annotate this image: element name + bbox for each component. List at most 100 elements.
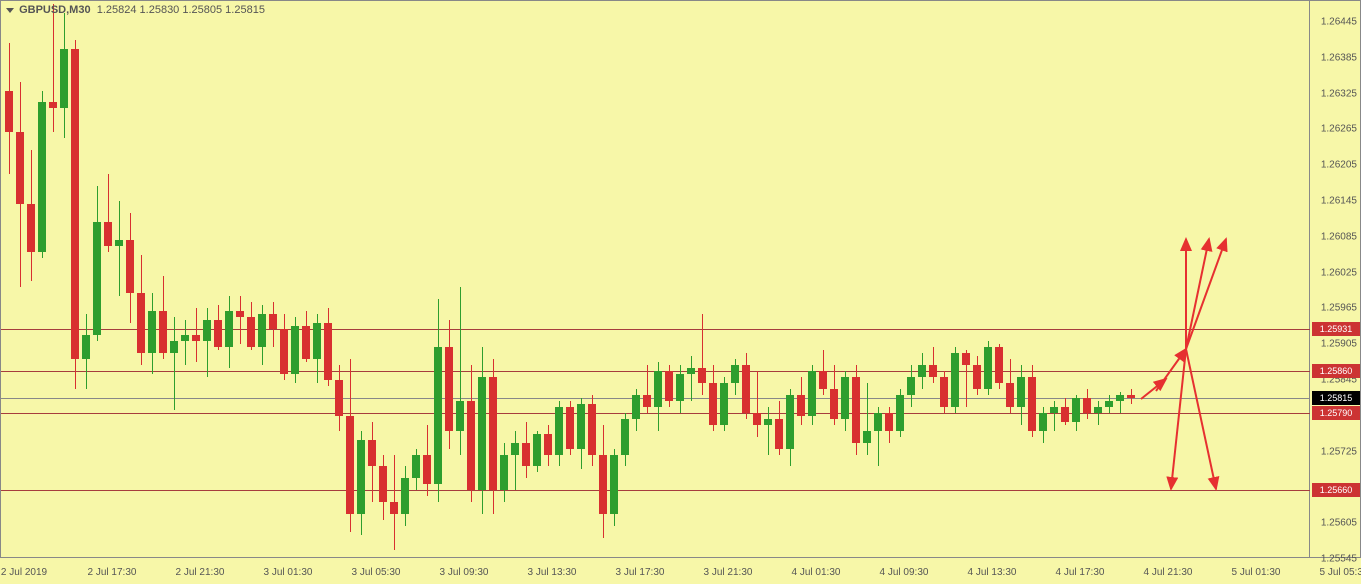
candle-body	[1050, 407, 1058, 413]
candle-body	[104, 222, 112, 246]
price-label: 1.25660	[1312, 483, 1360, 497]
candle-body	[676, 374, 684, 401]
candle-body	[588, 404, 596, 455]
horizontal-line	[1, 413, 1311, 414]
candle-wick	[185, 320, 186, 365]
candle-wick	[53, 4, 54, 132]
candlestick-plot[interactable]	[0, 0, 1310, 558]
candle-wick	[240, 296, 241, 344]
time-tick: 4 Jul 17:30	[1056, 567, 1105, 578]
chart-title: GBPUSD,M30 1.25824 1.25830 1.25805 1.258…	[6, 4, 265, 16]
price-tick: 1.26445	[1321, 16, 1357, 27]
candle-body	[236, 311, 244, 317]
candle-body	[940, 377, 948, 407]
candle-body	[1094, 407, 1102, 413]
candle-body	[38, 102, 46, 251]
candle-body	[1105, 401, 1113, 407]
time-tick: 5 Jul 01:30	[1232, 567, 1281, 578]
candle-wick	[768, 407, 769, 455]
candle-body	[93, 222, 101, 335]
candle-wick	[757, 371, 758, 437]
candle-body	[203, 320, 211, 341]
candle-body	[841, 377, 849, 419]
time-tick: 4 Jul 21:30	[1144, 567, 1193, 578]
price-tick: 1.25545	[1321, 554, 1357, 565]
candle-body	[16, 132, 24, 204]
time-tick: 4 Jul 13:30	[968, 567, 1017, 578]
candle-body	[544, 434, 552, 455]
candle-body	[313, 323, 321, 359]
candle-body	[423, 455, 431, 485]
candle-body	[643, 395, 651, 407]
time-tick: 3 Jul 21:30	[704, 567, 753, 578]
candle-body	[995, 347, 1003, 383]
candle-body	[533, 434, 541, 467]
candle-body	[159, 311, 167, 353]
annotation-arrows	[1, 1, 1311, 559]
candle-body	[291, 326, 299, 374]
candle-body	[962, 353, 970, 365]
candle-body	[60, 49, 68, 109]
price-tick: 1.26085	[1321, 231, 1357, 242]
candle-body	[984, 347, 992, 389]
candle-body	[511, 443, 519, 455]
price-tick: 1.26025	[1321, 267, 1357, 278]
candle-body	[775, 419, 783, 449]
candle-body	[434, 347, 442, 484]
time-tick: 5 Jul 05:30	[1320, 567, 1361, 578]
candle-wick	[207, 308, 208, 377]
candle-body	[852, 377, 860, 443]
candle-body	[709, 383, 717, 425]
dropdown-icon[interactable]	[6, 8, 14, 13]
candle-body	[555, 407, 563, 455]
price-axis: 1.255451.256051.257251.258151.258451.259…	[1310, 0, 1361, 558]
candle-body	[379, 466, 387, 502]
candle-body	[27, 204, 35, 252]
time-tick: 2 Jul 17:30	[88, 567, 137, 578]
time-tick: 3 Jul 01:30	[264, 567, 313, 578]
candle-body	[610, 455, 618, 515]
candle-body	[632, 395, 640, 419]
candle-body	[830, 389, 838, 419]
candle-body	[918, 365, 926, 377]
candle-body	[324, 323, 332, 380]
candle-body	[170, 341, 178, 353]
candle-body	[346, 416, 354, 514]
candle-body	[973, 365, 981, 389]
candle-body	[456, 401, 464, 431]
candle-body	[929, 365, 937, 377]
candle-body	[214, 320, 222, 347]
price-tick: 1.25905	[1321, 339, 1357, 350]
candle-body	[5, 91, 13, 133]
candle-body	[269, 314, 277, 329]
horizontal-line	[1, 490, 1311, 491]
price-label: 1.25860	[1312, 364, 1360, 378]
candle-body	[126, 240, 134, 294]
candle-body	[907, 377, 915, 395]
candle-wick	[691, 356, 692, 401]
time-axis: 2 Jul 20192 Jul 17:302 Jul 21:303 Jul 01…	[0, 558, 1310, 584]
time-tick: 2 Jul 2019	[1, 567, 47, 578]
price-tick: 1.26145	[1321, 195, 1357, 206]
candle-body	[885, 413, 893, 431]
price-tick: 1.26205	[1321, 160, 1357, 171]
candle-body	[335, 380, 343, 416]
candle-body	[1116, 395, 1124, 401]
candle-body	[731, 365, 739, 383]
candle-body	[698, 368, 706, 383]
candle-wick	[1098, 401, 1099, 425]
time-tick: 4 Jul 09:30	[880, 567, 929, 578]
candle-body	[225, 311, 233, 347]
price-tick: 1.26265	[1321, 124, 1357, 135]
candle-wick	[119, 201, 120, 296]
candle-wick	[174, 317, 175, 410]
candle-body	[665, 371, 673, 401]
time-tick: 3 Jul 09:30	[440, 567, 489, 578]
price-tick: 1.25965	[1321, 303, 1357, 314]
price-label: 1.25790	[1312, 406, 1360, 420]
candle-wick	[1054, 401, 1055, 431]
candle-body	[192, 335, 200, 341]
candle-body	[819, 371, 827, 389]
price-label: 1.25815	[1312, 391, 1360, 405]
time-tick: 3 Jul 05:30	[352, 567, 401, 578]
